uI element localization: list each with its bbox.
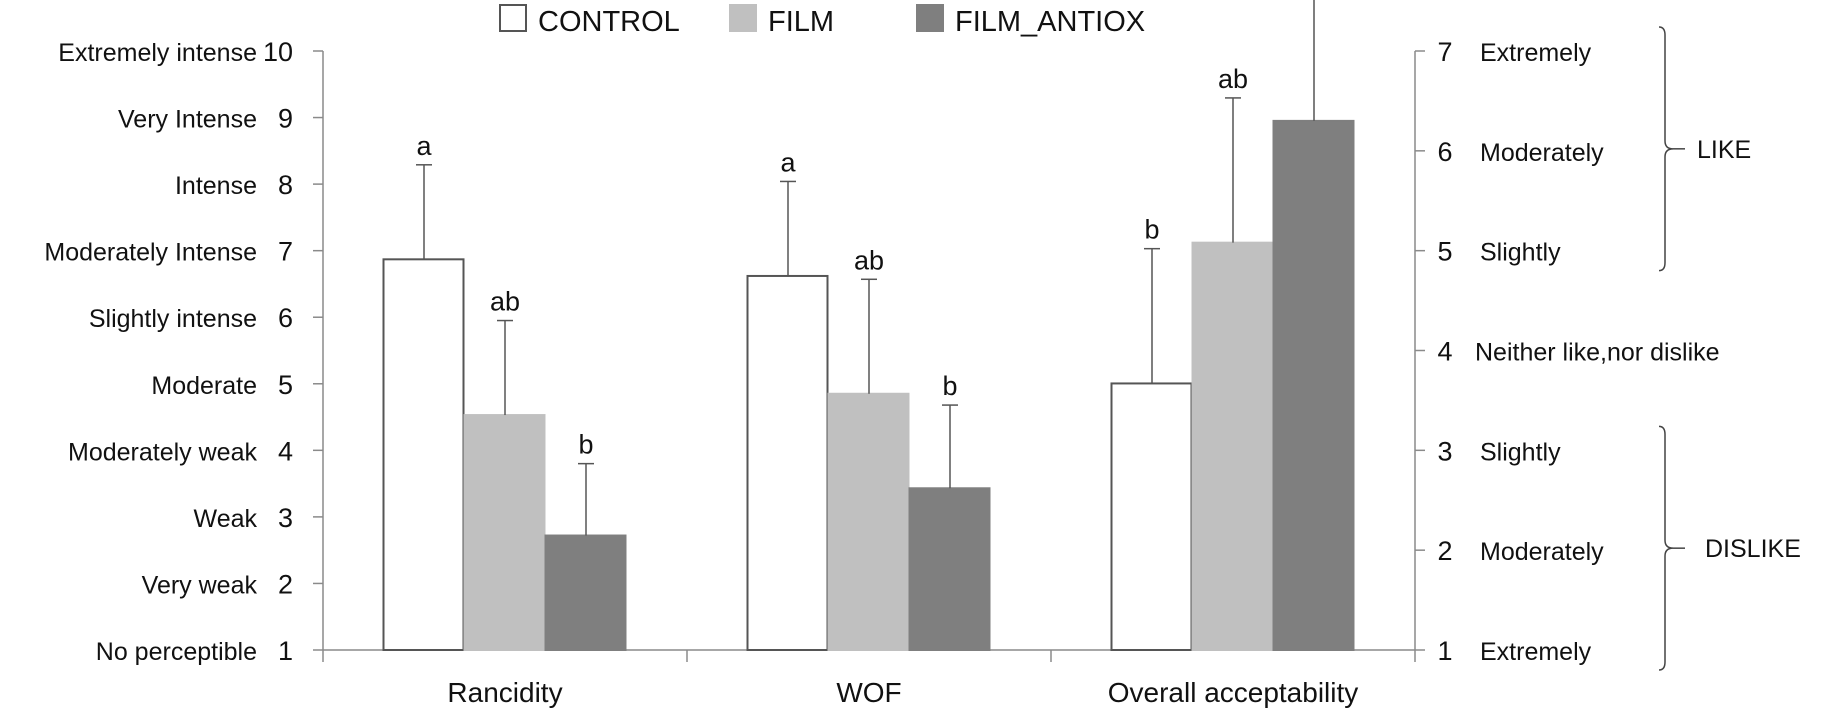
left-descriptor-intense: Intense	[175, 172, 257, 200]
group-label-dislike: DISLIKE	[1705, 535, 1801, 563]
legend: CONTROL FILM FILM_ANTIOX	[499, 4, 1145, 38]
right-descriptor-slightly: Slightly	[1480, 239, 1561, 267]
significance-film-rancidity: ab	[490, 287, 520, 317]
right-tick-label: 5	[1437, 237, 1452, 267]
left-axis-labels: 1 No perceptible 2 Very weak 3 Weak 4 Moderatel…	[44, 37, 293, 666]
significance-control-overall-acceptability: b	[1144, 215, 1159, 245]
right-tick-label: 6	[1437, 137, 1452, 167]
left-tick-label: 8	[278, 170, 293, 200]
left-tick-label: 9	[278, 104, 293, 134]
bar-film-overall-acceptability	[1191, 241, 1274, 651]
right-tick-label: 4	[1437, 337, 1452, 367]
left-descriptor-moderate: Moderate	[151, 372, 257, 400]
right-descriptor-extremely: Extremely	[1480, 39, 1592, 67]
significance-film-wof: ab	[854, 245, 884, 275]
right-tick-label: 2	[1437, 536, 1452, 566]
right-group-brackets: LIKE DISLIKE	[1658, 26, 1801, 671]
right-descriptor-extremely: Extremely	[1480, 638, 1592, 666]
bar-film-antiox-overall-acceptability	[1272, 119, 1355, 651]
significance-film-overall-acceptability: ab	[1218, 64, 1248, 94]
legend-label-film-antiox: FILM_ANTIOX	[955, 6, 1145, 38]
bars	[382, 119, 1355, 652]
left-tick-label: 2	[278, 569, 293, 599]
left-tick-label: 7	[278, 237, 293, 267]
bar-film-antiox-wof	[908, 487, 991, 651]
left-tick-label: 6	[278, 303, 293, 333]
left-descriptor-extremely-intense: Extremely intense	[58, 39, 257, 67]
left-descriptor-moderately-intense: Moderately Intense	[44, 239, 257, 267]
significance-control-wof: a	[780, 147, 796, 177]
bracket-like	[1658, 26, 1674, 272]
left-tick-label: 4	[278, 436, 293, 466]
right-descriptor-slightly: Slightly	[1480, 438, 1561, 466]
left-descriptor-very-intense: Very Intense	[118, 106, 257, 134]
legend-label-control: CONTROL	[538, 6, 680, 38]
left-tick-label: 10	[263, 37, 293, 67]
bar-film-wof	[827, 392, 910, 651]
bar-control-overall-acceptability	[1110, 382, 1193, 651]
left-descriptor-moderately-weak: Moderately weak	[68, 438, 257, 466]
right-descriptor-moderately: Moderately	[1480, 139, 1604, 167]
left-tick-label: 3	[278, 503, 293, 533]
category-label-rancidity: Rancidity	[447, 677, 562, 708]
bar-control-rancidity	[382, 258, 465, 651]
bar-film-antiox-rancidity	[544, 534, 627, 651]
group-label-like: LIKE	[1697, 136, 1751, 164]
legend-swatch-film	[729, 4, 757, 32]
legend-swatch-control	[499, 4, 527, 32]
left-descriptor-slightly-intense: Slightly intense	[89, 305, 257, 333]
category-label-overall-acceptability: Overall acceptability	[1108, 677, 1359, 708]
significance-control-rancidity: a	[416, 131, 432, 161]
left-descriptor-very-weak: Very weak	[142, 571, 258, 599]
left-tick-label: 1	[278, 636, 293, 666]
significance-film-antiox-wof: b	[942, 371, 957, 401]
error-bars	[416, 0, 1315, 536]
legend-swatch-film-antiox	[916, 4, 944, 32]
right-tick-label: 1	[1437, 636, 1452, 666]
right-tick-label: 7	[1437, 37, 1452, 67]
left-descriptor-weak: Weak	[194, 505, 258, 533]
legend-label-film: FILM	[768, 6, 834, 38]
right-axis-labels: 1 Extremely 2 Moderately 3 Slightly 4 Neither l…	[1437, 37, 1719, 666]
significance-film-antiox-rancidity: b	[578, 430, 593, 460]
category-label-wof: WOF	[836, 677, 901, 708]
right-tick-label: 3	[1437, 436, 1452, 466]
left-tick-label: 5	[278, 370, 293, 400]
bar-control-wof	[746, 274, 829, 651]
bracket-dislike	[1658, 425, 1674, 671]
significance-letters: aabbaabbbaba	[416, 64, 1248, 460]
right-descriptor-neither-like-nor-dislike: Neither like,nor dislike	[1475, 339, 1720, 367]
right-descriptor-moderately: Moderately	[1480, 538, 1604, 566]
bar-film-rancidity	[463, 414, 546, 652]
category-labels: Rancidity WOF Overall acceptability	[447, 677, 1358, 708]
left-descriptor-no-perceptible: No perceptible	[96, 638, 257, 666]
